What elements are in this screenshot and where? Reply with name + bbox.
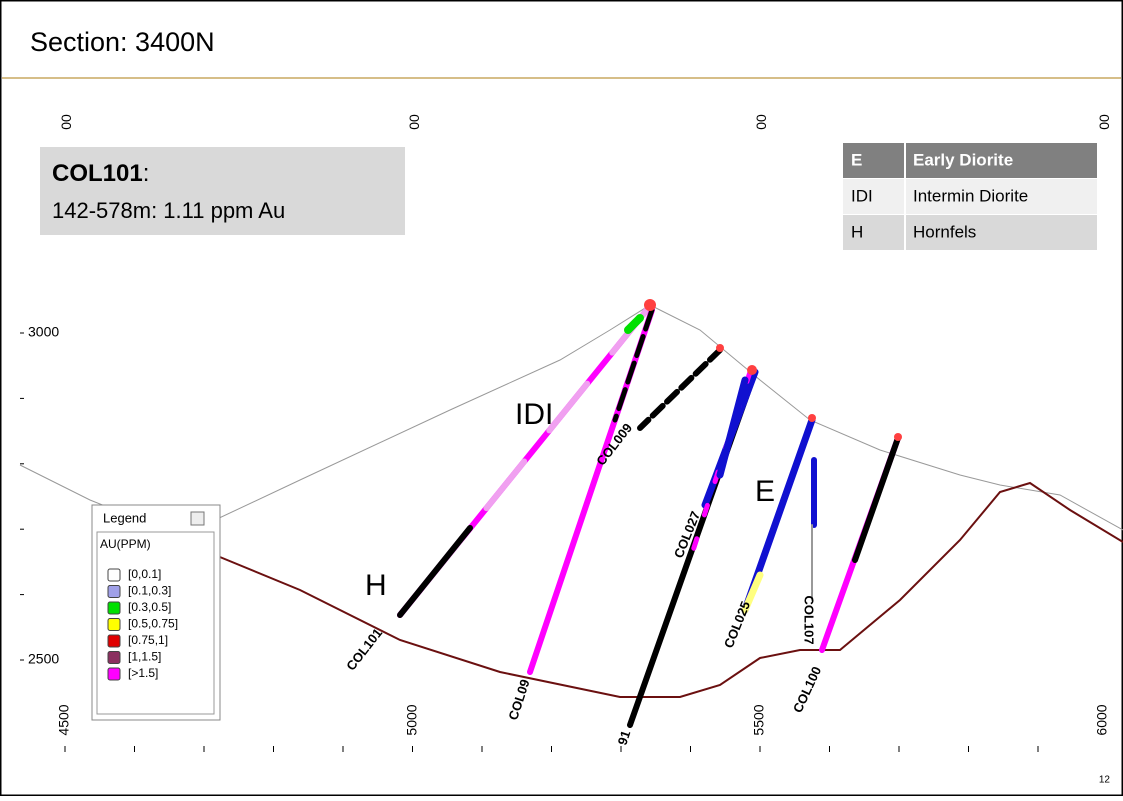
legend-close[interactable] [190, 511, 205, 526]
y-label: 3000 [28, 324, 59, 340]
table-row [843, 179, 1097, 214]
table-cell: Intermin Diorite [913, 186, 1028, 205]
hole-label: COL107 [802, 595, 817, 644]
axis-ticks [20, 332, 1039, 752]
legend-field: AU(PPM) [100, 537, 151, 551]
legend-label: [1,1.5] [128, 650, 161, 664]
callout-heading: COL101: [52, 160, 149, 187]
legend-label: [0.1,0.3] [128, 584, 171, 598]
x-label: 5000 [404, 704, 420, 735]
top-label: 00 [1096, 114, 1112, 130]
hole-label: 91 [615, 728, 634, 746]
lithology-table: E Early Diorite IDI Intermin Diorite H Hornfe… [843, 143, 1097, 250]
legend-swatch [107, 585, 121, 598]
hole-trace [716, 376, 749, 479]
hole-trace [612, 307, 655, 423]
legend: Legend AU(PPM) [0,0.1] [0.1,0.3] [0.3,0.5]… [91, 504, 221, 721]
table-cell: H [851, 222, 863, 241]
legend-swatch [107, 601, 121, 615]
unit-label: IDI [515, 398, 553, 431]
top-label: 00 [58, 114, 74, 130]
legend-swatch [107, 667, 121, 681]
callout-box [40, 147, 405, 235]
top-label: 00 [406, 114, 422, 130]
legend-swatch [107, 618, 121, 631]
hole-trace [397, 525, 473, 618]
collar [716, 344, 724, 352]
legend-swatch [107, 634, 121, 648]
legend-label: [0,0.1] [128, 567, 161, 581]
legend-title: Legend [103, 510, 146, 525]
collar [894, 433, 902, 441]
hole-trace [637, 347, 723, 431]
collar [747, 365, 757, 375]
table-cell: E [851, 150, 862, 169]
table-cell: IDI [851, 186, 873, 205]
legend-label: [0.3,0.5] [128, 600, 171, 614]
drill-holes [397, 299, 902, 728]
legend-swatch [107, 651, 121, 664]
legend-swatch [107, 568, 121, 582]
x-label: 4500 [56, 704, 72, 735]
callout-separator: : [143, 160, 150, 187]
legend-label: [0.5,0.75] [128, 617, 178, 631]
table-cell: Hornfels [913, 222, 976, 241]
page-number: 12 [1099, 775, 1111, 786]
callout-hole: COL101 [52, 160, 143, 187]
legend-label: [0.75,1] [128, 633, 168, 647]
slide-title: Section: 3400N [30, 27, 215, 57]
unit-label: H [365, 569, 387, 602]
unit-label: E [755, 475, 775, 508]
x-label: 5500 [751, 704, 767, 735]
legend-label: [>1.5] [128, 666, 158, 680]
top-label: 00 [753, 114, 769, 130]
callout-text: 142-578m: 1.11 ppm Au [52, 198, 285, 223]
contact-line [214, 481, 1123, 698]
hole-trace [741, 571, 764, 614]
y-label: 2500 [28, 651, 59, 667]
hole-trace [624, 314, 644, 334]
hole-trace [852, 435, 901, 563]
collar [644, 299, 656, 311]
table-row [843, 143, 1097, 178]
x-label: 6000 [1094, 704, 1110, 735]
table-cell: Early Diorite [913, 150, 1013, 169]
collar [808, 414, 816, 422]
table-row [843, 215, 1097, 250]
